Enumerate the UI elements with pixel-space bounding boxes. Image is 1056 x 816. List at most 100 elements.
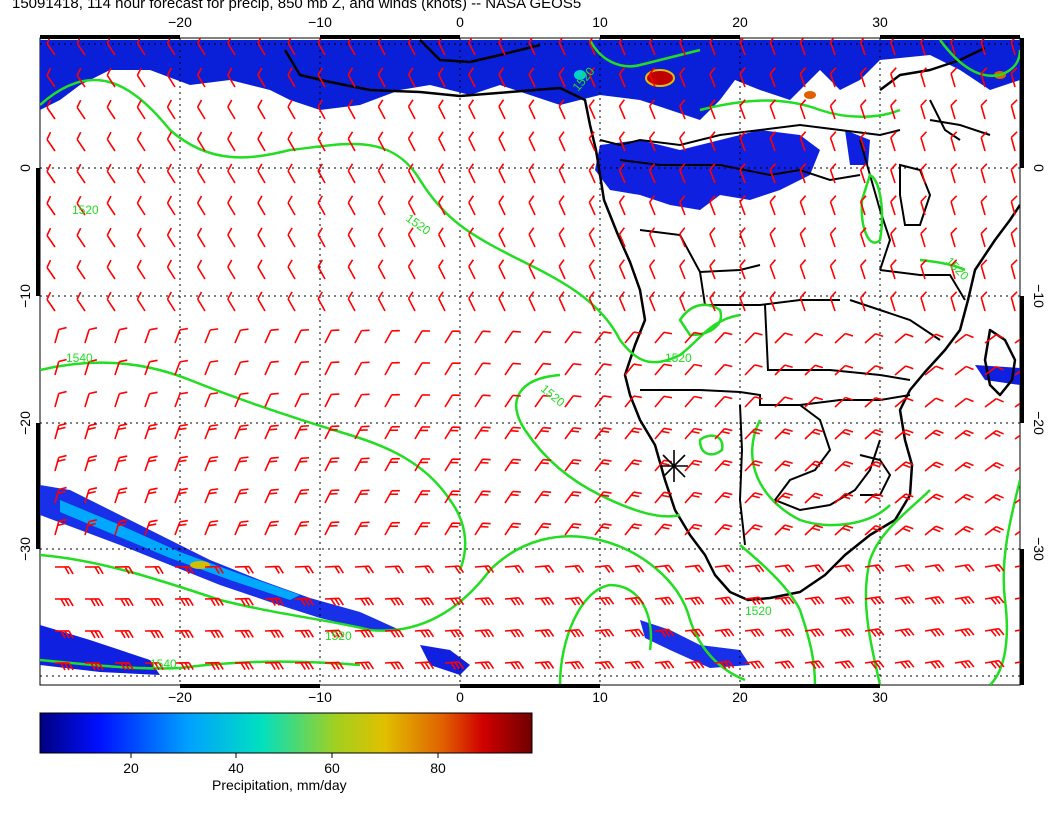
lat-ticks-right: 0 −10 −20 −30 bbox=[1031, 164, 1047, 561]
wind-barb bbox=[174, 391, 188, 408]
wind-barb bbox=[354, 393, 370, 408]
wind-barb bbox=[444, 661, 465, 670]
wind-barb bbox=[924, 660, 945, 669]
wind-barb bbox=[558, 131, 566, 152]
wind-barb bbox=[1010, 163, 1018, 184]
wind-barb bbox=[144, 487, 158, 504]
wind-barb bbox=[106, 291, 116, 312]
wind-barb bbox=[317, 227, 326, 248]
wind-barb bbox=[684, 660, 705, 670]
wind-barb bbox=[324, 489, 340, 504]
wind-barb bbox=[744, 596, 765, 606]
wind-barb bbox=[558, 163, 566, 184]
wind-barb bbox=[954, 365, 974, 376]
wind-barb bbox=[437, 291, 446, 312]
wind-barb bbox=[227, 227, 236, 248]
wind-barb bbox=[804, 596, 825, 606]
wind-barb bbox=[174, 487, 188, 504]
wind-barb bbox=[774, 492, 793, 504]
wind-barb bbox=[114, 662, 134, 671]
wind-barb bbox=[864, 596, 885, 605]
precip-congo bbox=[595, 130, 820, 210]
wind-barb bbox=[564, 394, 582, 408]
wind-barb bbox=[950, 195, 958, 216]
wind-barb bbox=[984, 525, 1004, 536]
wind-barb bbox=[859, 131, 867, 152]
wind-barb bbox=[174, 359, 188, 376]
wind-barb bbox=[920, 67, 928, 88]
wind-barb bbox=[1010, 131, 1018, 152]
wind-barb bbox=[588, 99, 596, 120]
wind-barb bbox=[528, 259, 536, 280]
wind-barb bbox=[407, 227, 416, 248]
wind-barb bbox=[834, 364, 854, 376]
wind-barb bbox=[384, 629, 405, 638]
wind-barb bbox=[950, 99, 958, 120]
wind-barb bbox=[196, 195, 206, 216]
wind-barb bbox=[444, 597, 465, 606]
wind-barb bbox=[558, 291, 566, 312]
precip-cell-5 bbox=[574, 70, 586, 80]
precip-cell-2 bbox=[804, 91, 816, 99]
wind-barb bbox=[204, 597, 224, 607]
wind-barb bbox=[84, 423, 98, 440]
precip-north-band bbox=[40, 40, 1020, 120]
wind-barb bbox=[144, 519, 158, 536]
wind-barb bbox=[624, 395, 642, 408]
wind-barb bbox=[1010, 99, 1018, 120]
wind-barb bbox=[594, 564, 615, 574]
wind-barb bbox=[354, 597, 375, 606]
wind-barb bbox=[594, 427, 612, 440]
wind-barb bbox=[744, 460, 763, 472]
wind-barb bbox=[739, 38, 746, 56]
wind-barb bbox=[76, 291, 86, 312]
wind-barb bbox=[377, 195, 386, 216]
wind-barb bbox=[234, 629, 254, 639]
wind-barb bbox=[324, 521, 340, 536]
wind-barb bbox=[54, 598, 74, 607]
wind-barb bbox=[324, 597, 345, 606]
wind-barb bbox=[384, 393, 400, 408]
wind-barb bbox=[407, 195, 416, 216]
wind-barb bbox=[474, 565, 495, 574]
wind-barb bbox=[714, 427, 733, 440]
wind-barb bbox=[257, 38, 266, 56]
wind-barb bbox=[618, 163, 626, 184]
lon-tick: 0 bbox=[456, 14, 464, 30]
wind-barb bbox=[294, 328, 310, 344]
wind-barb bbox=[54, 358, 67, 376]
wind-barb bbox=[774, 364, 793, 376]
wind-barb bbox=[864, 492, 884, 504]
wind-barb bbox=[414, 661, 435, 670]
wind-barb bbox=[474, 597, 495, 606]
wind-barb bbox=[864, 364, 884, 376]
wind-barb bbox=[894, 628, 915, 637]
wind-barb bbox=[774, 628, 795, 638]
wind-barb bbox=[558, 195, 566, 216]
wind-barb bbox=[528, 131, 536, 152]
wind-barb bbox=[920, 195, 928, 216]
precipitation-layer bbox=[40, 40, 1020, 675]
wind-barb bbox=[588, 195, 596, 216]
wind-barb bbox=[564, 564, 585, 574]
wind-barb bbox=[804, 460, 824, 472]
wind-barb bbox=[144, 661, 164, 671]
wind-barb bbox=[114, 455, 128, 472]
wind-barb bbox=[739, 163, 746, 184]
lon-tick: 10 bbox=[592, 14, 608, 30]
wind-barb bbox=[287, 38, 296, 56]
wind-barb bbox=[377, 227, 386, 248]
frame-border-bars bbox=[36, 35, 1024, 688]
wind-barb bbox=[114, 487, 128, 504]
wind-barb bbox=[166, 38, 176, 56]
wind-barb bbox=[227, 163, 236, 184]
wind-barb bbox=[624, 628, 645, 638]
wind-barb bbox=[468, 227, 476, 248]
wind-barb bbox=[106, 259, 116, 280]
wind-barb bbox=[769, 227, 777, 248]
lat-tick: −20 bbox=[17, 411, 33, 435]
wind-barb bbox=[437, 259, 446, 280]
wind-barb bbox=[534, 362, 552, 376]
colorbar-tick: 40 bbox=[228, 760, 244, 776]
wind-barb bbox=[799, 195, 807, 216]
